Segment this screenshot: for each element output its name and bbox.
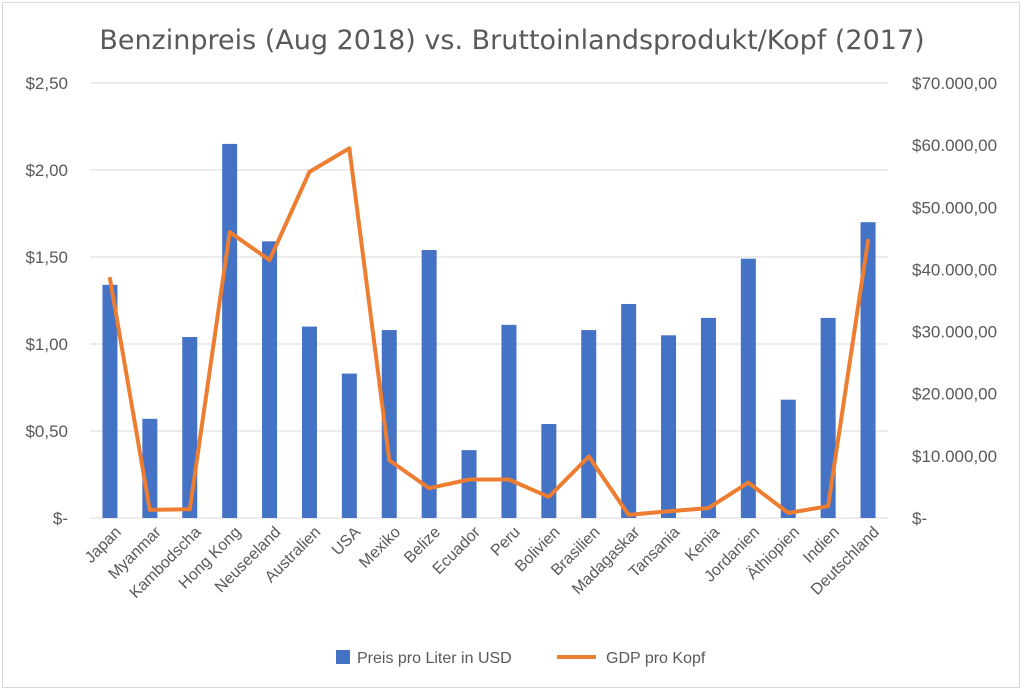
x-axis-tick-label: Peru <box>488 524 524 560</box>
gridlines <box>90 82 888 519</box>
chart-title: Benzinpreis (Aug 2018) vs. Bruttoinlands… <box>99 25 924 56</box>
bar <box>501 324 517 518</box>
legend-label-bar: Preis pro Liter in USD <box>357 650 512 667</box>
bar <box>461 450 477 518</box>
left-axis-tick-label: $1,00 <box>25 335 68 354</box>
bar <box>621 303 637 518</box>
right-axis-tick-label: $40.000,00 <box>912 260 997 279</box>
bar <box>262 241 278 518</box>
bar <box>102 284 118 518</box>
left-axis-tick-label: $0,50 <box>25 422 68 441</box>
bar <box>820 317 836 518</box>
legend-label-line: GDP pro Kopf <box>606 650 706 667</box>
bar <box>700 317 716 518</box>
bar <box>381 330 397 518</box>
bar <box>301 326 317 518</box>
left-axis-tick-label: $2,50 <box>25 74 68 93</box>
bar <box>341 373 357 518</box>
right-axis-tick-label: $10.000,00 <box>912 447 997 466</box>
right-axis-tick-label: $50.000,00 <box>912 198 997 217</box>
bar <box>860 222 876 518</box>
bar <box>740 258 756 518</box>
right-y-axis: $- $10.000,00 $20.000,00 $30.000,00 $40.000,… <box>912 74 997 528</box>
bar <box>222 143 238 518</box>
right-axis-tick-label: $- <box>912 509 927 528</box>
left-axis-tick-label: $2,00 <box>25 161 68 180</box>
right-axis-tick-label: $30.000,00 <box>912 323 997 342</box>
bar <box>780 399 796 518</box>
left-axis-tick-label: $- <box>53 509 68 528</box>
left-axis-tick-label: $1,50 <box>25 248 68 267</box>
x-axis-tick-label: Mexiko <box>356 524 404 572</box>
right-axis-tick-label: $70.000,00 <box>912 74 997 93</box>
right-axis-tick-label: $20.000,00 <box>912 385 997 404</box>
line-series <box>108 146 870 517</box>
bar <box>661 335 677 518</box>
bar <box>421 250 437 519</box>
gdp-line <box>108 146 870 517</box>
x-axis-tick-label: USA <box>329 524 365 560</box>
legend-swatch-bar <box>336 650 350 664</box>
left-y-axis: $- $0,50 $1,00 $1,50 $2,00 $2,50 <box>25 74 68 528</box>
bar <box>541 424 557 518</box>
legend: Preis pro Liter in USD GDP pro Kopf <box>336 650 706 667</box>
bar-series <box>102 143 876 519</box>
right-axis-tick-label: $60.000,00 <box>912 136 997 155</box>
bar <box>182 337 198 518</box>
bar <box>581 330 597 518</box>
